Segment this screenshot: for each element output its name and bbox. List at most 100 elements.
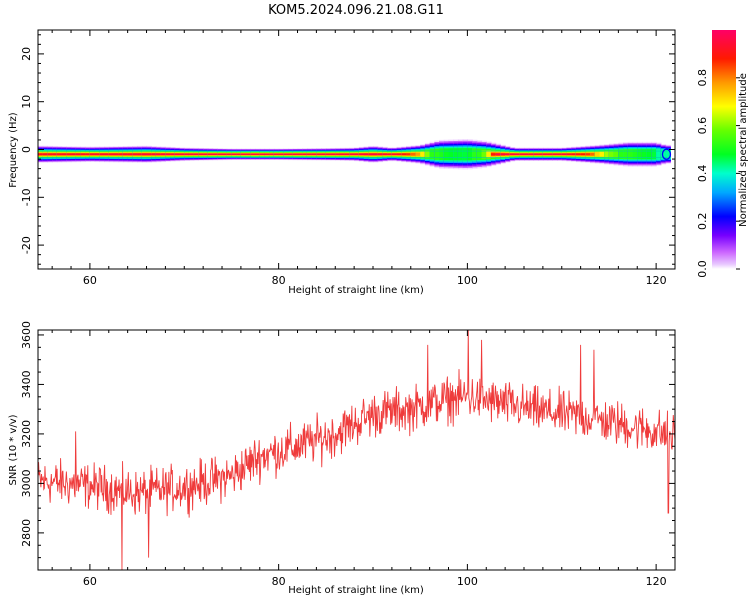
- snr-y-axis-label: SNR (10 * v/v): [8, 414, 19, 485]
- snr-x-axis-label: Height of straight line (km): [288, 585, 424, 596]
- colorbar-tick-label: 0.0: [696, 260, 709, 278]
- band-cell: [457, 148, 464, 161]
- spectrogram-y-axis-label: Frequency (Hz): [8, 112, 19, 188]
- band-cell: [297, 153, 303, 155]
- band-cell: [566, 153, 572, 155]
- band-cell: [38, 153, 44, 155]
- band-cell: [391, 153, 398, 155]
- band-cell: [434, 148, 440, 160]
- band-cell: [519, 153, 525, 155]
- band-cell: [198, 153, 204, 155]
- spectral-band: [38, 139, 672, 170]
- band-cell: [137, 153, 143, 155]
- band-cell: [344, 153, 351, 155]
- colorbar: 0.0 0.2 0.4 0.6 0.8 Normalized spectral ampl…: [696, 30, 749, 278]
- band-cell: [127, 153, 133, 155]
- band-cell: [547, 153, 553, 155]
- band-cell: [108, 153, 115, 155]
- colorbar-tick-label: 0.6: [696, 117, 709, 135]
- band-cell: [132, 153, 138, 155]
- band-cell: [665, 149, 671, 160]
- band-cell: [85, 153, 91, 155]
- y-tick-label: -20: [20, 236, 33, 254]
- band-cell: [641, 149, 648, 160]
- band-cell: [575, 153, 582, 156]
- band-cell: [481, 149, 487, 159]
- colorbar-ticks: 0.0 0.2 0.4 0.6 0.8: [696, 69, 740, 278]
- band-cell: [325, 153, 332, 155]
- colorbar-tick-label: 0.8: [696, 69, 709, 87]
- x-tick-label: 60: [83, 575, 97, 588]
- band-cell: [580, 153, 586, 156]
- band-cell: [415, 152, 421, 156]
- band-cell: [160, 153, 166, 155]
- y-tick-label: 2800: [20, 519, 33, 547]
- band-cell: [146, 153, 152, 155]
- band-cell: [594, 152, 601, 157]
- snr-ticks: 60 80 100 120 2800 3000 3200 3400 3600: [20, 321, 676, 588]
- band-cell: [231, 153, 237, 155]
- band-cell: [122, 153, 129, 155]
- band-cell: [443, 148, 450, 161]
- band-cell: [292, 153, 299, 155]
- band-cell: [245, 153, 251, 155]
- band-cell: [505, 153, 511, 155]
- spectrogram-x-axis-label: Height of straight line (km): [288, 285, 424, 296]
- band-cell: [453, 148, 459, 161]
- band-cell: [240, 153, 247, 155]
- band-cell: [462, 148, 468, 161]
- band-cell: [524, 153, 530, 155]
- band-cell: [401, 153, 407, 156]
- band-cell: [255, 153, 261, 155]
- band-cell: [104, 153, 110, 155]
- band-cell: [538, 153, 544, 155]
- band-cell: [141, 153, 148, 155]
- snr-series-line: [38, 330, 675, 570]
- band-cell: [193, 153, 200, 155]
- colorbar-tick-label: 0.2: [696, 212, 709, 230]
- band-cell: [339, 153, 346, 155]
- band-cell: [448, 148, 454, 161]
- colorbar-label: Normalized spectral amplitude: [738, 73, 749, 227]
- band-cell: [273, 153, 280, 155]
- band-cell: [514, 153, 520, 155]
- y-tick-label: 10: [20, 95, 33, 109]
- x-tick-label: 80: [272, 274, 286, 287]
- band-cell: [627, 149, 634, 160]
- band-cell: [288, 153, 294, 155]
- band-cell: [660, 149, 667, 160]
- figure-title: KOM5.2024.096.21.08.G11: [268, 3, 444, 18]
- x-tick-label: 100: [457, 274, 478, 287]
- band-cell: [509, 153, 516, 155]
- band-cell: [486, 151, 492, 158]
- band-cell: [528, 153, 535, 155]
- band-cell: [429, 149, 435, 160]
- x-tick-label: 80: [272, 575, 286, 588]
- band-cell: [439, 148, 445, 161]
- band-cell: [306, 153, 313, 155]
- x-tick-label: 120: [646, 575, 667, 588]
- band-cell: [590, 152, 596, 156]
- band-cell: [151, 153, 157, 155]
- band-cell: [250, 153, 256, 155]
- band-end-cap: [661, 148, 672, 160]
- y-tick-label: 20: [20, 47, 33, 61]
- y-tick-label: 0: [20, 146, 33, 153]
- band-cell: [89, 153, 96, 155]
- band-cell: [618, 149, 624, 160]
- band-cell: [259, 153, 266, 155]
- band-cell: [71, 153, 77, 155]
- band-cell: [66, 153, 72, 155]
- band-cell: [608, 150, 615, 158]
- band-cell: [585, 153, 591, 156]
- snr-frame: [37, 329, 676, 571]
- band-cell: [368, 153, 374, 155]
- band-cell: [118, 153, 124, 155]
- band-cell: [236, 153, 242, 155]
- band-cell: [283, 153, 289, 155]
- band-cell: [316, 153, 322, 155]
- band-cell: [472, 148, 478, 161]
- band-cell: [52, 153, 58, 155]
